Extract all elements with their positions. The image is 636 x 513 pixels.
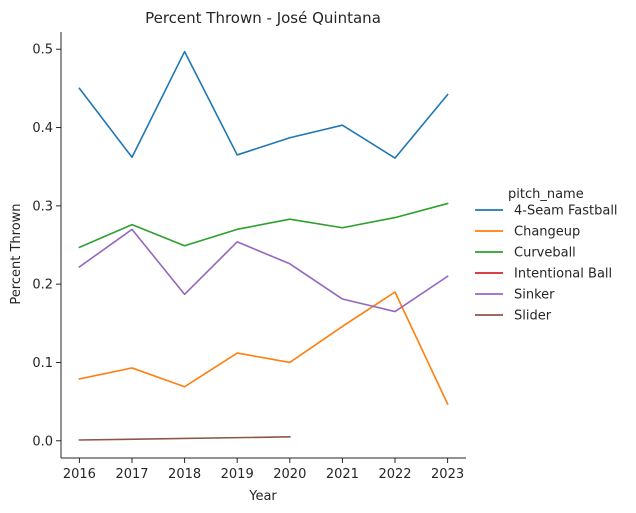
series-line-slider: [78, 436, 291, 441]
y-tick-label: 0.2: [32, 278, 53, 293]
x-tick-label: 2023: [431, 467, 464, 482]
y-tick-label: 0.1: [32, 356, 53, 371]
x-tick-label: 2020: [273, 467, 306, 482]
x-tick-label: 2017: [115, 467, 148, 482]
y-tick-label: 0.0: [32, 434, 53, 449]
y-tick-label: 0.5: [32, 43, 53, 58]
legend-label-sinker: Sinker: [514, 288, 555, 303]
legend-label-slider: Slider: [514, 309, 552, 324]
series-line-curveball: [78, 202, 449, 249]
series-line-changeup: [78, 291, 449, 406]
x-tick-label: 2019: [221, 467, 254, 482]
series-line-4-seam-fastball: [78, 50, 449, 159]
legend-label-changeup: Changeup: [514, 225, 580, 240]
x-axis-title: Year: [248, 489, 277, 504]
series-line-sinker: [78, 228, 449, 313]
legend: pitch_name 4-Seam Fastball Changeup Curveb…: [475, 187, 618, 324]
legend-label-4-seam-fastball: 4-Seam Fastball: [514, 204, 618, 219]
legend-label-curveball: Curveball: [514, 246, 576, 261]
y-tick-label: 0.3: [32, 199, 53, 214]
plot-area: 0.0 0.1 0.2 0.3 0.4 0.5 2016 2017 2018 2019 2020 20…: [32, 32, 466, 482]
x-tick-label: 2018: [168, 467, 201, 482]
x-tick-label: 2022: [378, 467, 411, 482]
legend-title: pitch_name: [508, 187, 584, 202]
y-tick-label: 0.4: [32, 121, 53, 136]
x-tick-label: 2016: [63, 467, 96, 482]
x-tick-label: 2021: [326, 467, 359, 482]
y-axis-title: Percent Thrown: [9, 203, 24, 304]
legend-label-intentional-ball: Intentional Ball: [514, 267, 612, 282]
chart-title: Percent Thrown - José Quintana: [145, 9, 381, 27]
